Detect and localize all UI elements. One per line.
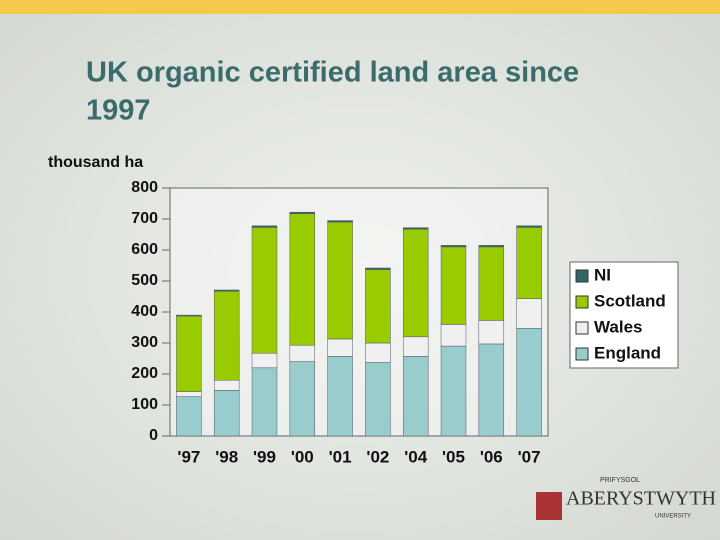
bar-segment <box>402 228 429 338</box>
y-tick-label: 700 <box>131 210 158 227</box>
bar-segment <box>440 345 467 437</box>
logo-crest <box>536 492 562 520</box>
y-tick-label: 400 <box>131 303 158 320</box>
bar-segment <box>213 289 240 292</box>
bar-segment <box>365 269 391 344</box>
bar-segment <box>516 328 542 437</box>
bar-segment <box>176 391 202 397</box>
bar-segment <box>289 344 316 362</box>
x-tick-label: '00 <box>291 447 314 466</box>
bar-segment <box>289 213 316 346</box>
legend-swatch <box>575 321 589 335</box>
y-axis-label: thousand ha <box>48 154 143 171</box>
x-tick-label: '02 <box>366 447 389 466</box>
bar-segment <box>213 290 240 381</box>
y-tick-label: 200 <box>131 365 158 382</box>
legend-label: Scotland <box>594 291 666 310</box>
bar-segment <box>289 211 316 214</box>
y-tick-label: 800 <box>131 179 158 196</box>
bar-segment <box>478 245 505 248</box>
logo-name: ABERYSTWYTH <box>566 488 716 510</box>
legend-label: Wales <box>594 317 643 336</box>
logo-top: PRIFYSGOL <box>600 477 640 484</box>
bar-segment <box>440 246 467 325</box>
logo-bottom: UNIVERSITY <box>655 514 691 520</box>
bar-segment <box>402 356 429 437</box>
bar-segment <box>440 245 467 248</box>
bar-segment <box>478 246 505 321</box>
bar-segment <box>402 227 429 230</box>
chart-title: UK organic certified land area since <box>86 57 579 89</box>
x-tick-label: '04 <box>404 447 427 466</box>
x-tick-label: '98 <box>215 447 238 466</box>
legend-label: England <box>594 343 661 362</box>
legend-swatch <box>575 269 589 283</box>
y-tick-label: 300 <box>131 334 158 351</box>
bar-segment <box>440 324 467 347</box>
bar-segment <box>327 338 353 357</box>
x-tick-label: '07 <box>518 447 541 466</box>
bar-segment <box>176 314 202 317</box>
bar-segment <box>251 352 278 369</box>
bar-segment <box>478 343 505 437</box>
legend-swatch <box>575 347 589 361</box>
y-tick-label: 500 <box>131 272 158 289</box>
bar-segment <box>327 220 353 223</box>
bar-segment <box>516 227 542 299</box>
bar-segment <box>176 315 202 392</box>
bar-segment <box>327 221 353 340</box>
chart-title: 1997 <box>86 95 151 127</box>
x-tick-label: '06 <box>480 447 503 466</box>
bar-segment <box>402 336 429 357</box>
legend-swatch <box>575 295 589 309</box>
bar-segment <box>478 320 505 345</box>
bar-segment <box>289 361 316 437</box>
bar-segment <box>251 367 278 437</box>
y-tick-label: 600 <box>131 241 158 258</box>
x-tick-label: '97 <box>177 447 200 466</box>
bar-segment <box>365 362 391 437</box>
bar-segment <box>516 298 542 329</box>
y-tick-label: 100 <box>131 396 158 413</box>
bar-segment <box>176 396 202 437</box>
bar-segment <box>365 267 391 270</box>
x-tick-label: '01 <box>329 447 352 466</box>
y-tick-label: 0 <box>149 427 158 444</box>
top-band <box>0 0 720 14</box>
bar-segment <box>251 225 278 228</box>
bar-segment <box>327 356 353 437</box>
x-tick-label: '05 <box>442 447 465 466</box>
bar-segment <box>213 390 240 437</box>
bar-segment <box>365 342 391 363</box>
bar-segment <box>251 227 278 354</box>
bar-segment <box>516 225 542 228</box>
legend-label: NI <box>594 265 611 284</box>
x-tick-label: '99 <box>253 447 276 466</box>
bar-segment <box>213 379 240 391</box>
